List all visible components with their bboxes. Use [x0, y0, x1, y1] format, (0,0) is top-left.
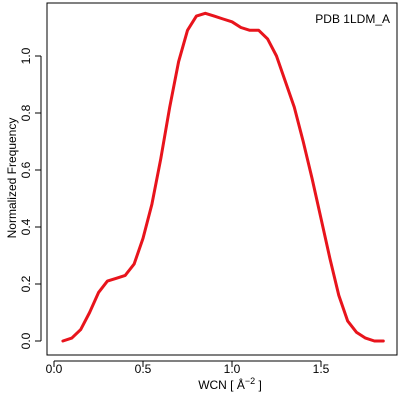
x-tick-label: 1.0 — [224, 362, 241, 376]
y-tick-label: 0.8 — [19, 104, 33, 121]
x-tick-label: 0.0 — [46, 362, 63, 376]
y-tick-label: 0.0 — [19, 332, 33, 349]
series-line — [61, 11, 385, 343]
annotation-label: PDB 1LDM_A — [315, 12, 390, 26]
y-axis: 0.0 0.2 0.4 0.6 0.8 1.0 — [19, 47, 42, 349]
y-tick-label: 0.2 — [19, 275, 33, 292]
x-axis: 0.0 0.5 1.0 1.5 — [46, 360, 330, 376]
x-tick-label: 1.5 — [313, 362, 330, 376]
plot-frame — [46, 2, 398, 356]
x-axis-title: WCN [ Å−2 ] — [198, 376, 262, 392]
x-tick-label: 0.5 — [135, 362, 152, 376]
y-axis-title: Normalized Frequency — [5, 118, 19, 239]
y-tick-label: 0.6 — [19, 161, 33, 178]
y-tick-label: 1.0 — [19, 47, 33, 64]
y-tick-label: 0.4 — [19, 218, 33, 235]
